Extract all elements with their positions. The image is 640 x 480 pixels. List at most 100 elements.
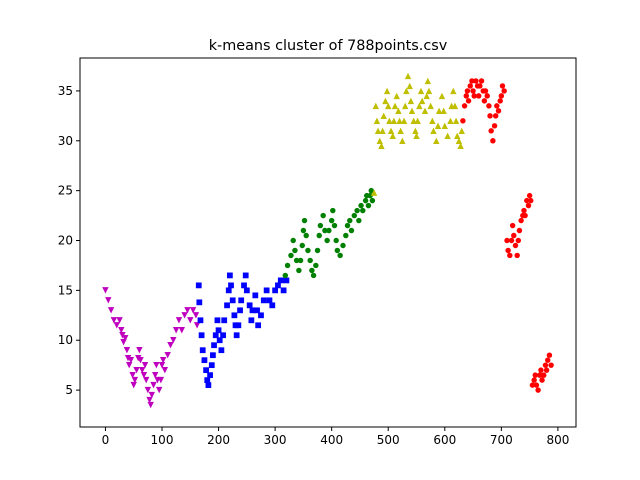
data-point <box>155 386 163 394</box>
data-point <box>351 212 358 219</box>
data-point <box>282 272 289 279</box>
data-point <box>310 272 317 279</box>
data-point <box>538 367 544 373</box>
data-point <box>488 128 494 134</box>
data-point <box>491 123 498 129</box>
data-point <box>413 132 420 139</box>
data-point <box>380 112 387 120</box>
data-point <box>303 232 309 239</box>
data-point <box>498 93 505 99</box>
data-point <box>309 267 315 274</box>
data-point <box>435 107 443 115</box>
data-point <box>386 117 393 125</box>
data-point <box>330 207 336 214</box>
data-point <box>142 376 150 384</box>
data-point <box>455 137 463 144</box>
data-point <box>515 237 522 244</box>
data-point <box>110 317 118 324</box>
data-point <box>372 102 379 110</box>
data-point <box>460 118 466 124</box>
data-point <box>508 237 515 244</box>
data-point <box>136 347 143 354</box>
data-point <box>463 93 470 99</box>
y-tick-label: 10 <box>58 333 73 347</box>
data-point <box>288 252 294 259</box>
data-point <box>139 366 146 374</box>
data-point <box>299 242 305 249</box>
data-point <box>412 127 419 135</box>
x-tick-label: 100 <box>151 433 174 447</box>
data-point <box>148 391 156 399</box>
data-point <box>224 302 230 309</box>
data-point <box>221 317 228 324</box>
data-point <box>229 297 236 304</box>
data-point <box>514 252 520 259</box>
y-tick-label: 25 <box>58 184 73 198</box>
data-point <box>486 103 492 109</box>
data-point <box>243 287 250 294</box>
data-point <box>150 381 157 389</box>
data-point <box>280 287 287 294</box>
data-point <box>277 277 284 284</box>
data-point <box>447 117 454 125</box>
data-point <box>367 192 373 199</box>
data-point <box>478 78 485 84</box>
data-point <box>393 92 400 100</box>
data-point <box>241 282 247 289</box>
data-point <box>316 232 322 239</box>
data-point <box>470 88 476 94</box>
data-point <box>433 137 440 144</box>
data-point <box>205 382 212 388</box>
data-point <box>390 117 398 125</box>
data-point <box>542 362 549 368</box>
data-point <box>461 103 468 109</box>
data-point <box>300 227 307 234</box>
data-point <box>153 361 160 369</box>
x-tick-label: 400 <box>320 433 343 447</box>
data-point <box>203 367 210 374</box>
data-point <box>408 107 416 115</box>
data-point <box>228 282 234 289</box>
data-point <box>507 252 513 259</box>
data-point <box>340 242 346 249</box>
data-point <box>167 342 174 349</box>
data-point <box>454 132 461 139</box>
data-point <box>387 127 395 135</box>
data-point <box>343 232 349 239</box>
data-point <box>518 217 524 224</box>
y-tick-label: 5 <box>65 383 73 397</box>
data-point <box>494 103 500 109</box>
data-point <box>333 237 339 244</box>
data-point <box>385 102 392 110</box>
data-point <box>516 227 523 234</box>
data-point <box>444 132 451 139</box>
data-point <box>397 127 404 135</box>
data-point <box>362 197 369 204</box>
data-point <box>383 87 391 95</box>
data-point <box>537 372 543 378</box>
data-point <box>196 299 203 306</box>
data-point <box>292 247 298 254</box>
data-point <box>389 132 396 139</box>
x-tick-label: 800 <box>546 433 569 447</box>
data-point <box>526 192 533 199</box>
data-point <box>275 282 281 289</box>
data-point <box>189 307 197 314</box>
data-point <box>477 83 483 89</box>
y-tick-label: 20 <box>58 234 73 248</box>
data-point <box>248 317 255 324</box>
data-point <box>434 122 442 130</box>
data-point <box>469 78 475 84</box>
data-point <box>529 382 536 388</box>
data-point <box>545 357 551 363</box>
data-point <box>159 356 167 364</box>
axes-layer: 0 100 200 300 400 500 600 700 800 5 10 15 20 25 30 35 <box>58 57 577 447</box>
data-point <box>533 382 540 388</box>
data-point <box>157 376 165 384</box>
data-point <box>429 117 436 125</box>
data-point <box>197 317 204 324</box>
data-point <box>147 401 154 409</box>
data-point <box>424 77 432 85</box>
data-point <box>133 366 140 374</box>
data-point <box>417 87 425 95</box>
